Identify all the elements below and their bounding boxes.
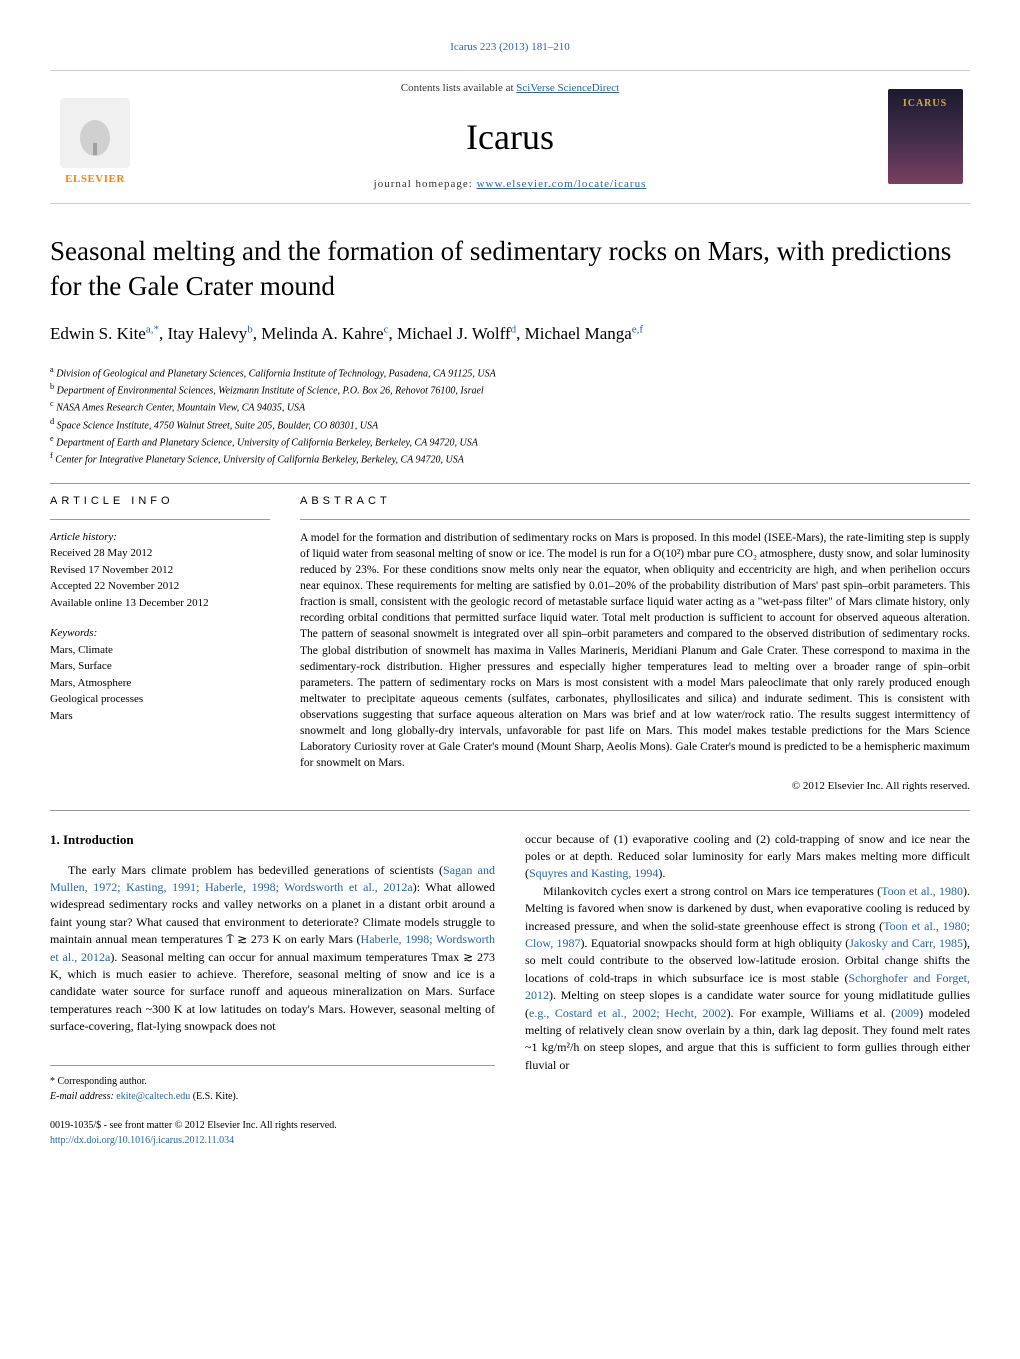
affiliations-list: a Division of Geological and Planetary S… [50,364,970,468]
intro-paragraph-2b: Milankovitch cycles exert a strong contr… [525,883,970,1074]
divider-abstract [300,519,970,520]
history-items: Received 28 May 2012Revised 17 November … [50,545,270,611]
column-left: 1. Introduction The early Mars climate p… [50,831,495,1149]
intro-paragraph-1: The early Mars climate problem has bedev… [50,862,495,1036]
intro-paragraph-2a: occur because of (1) evaporative cooling… [525,831,970,883]
article-info-block: ARTICLE INFO Article history: Received 2… [50,494,270,795]
journal-name: Icarus [140,112,880,162]
article-title: Seasonal melting and the formation of se… [50,234,970,304]
divider-top [50,483,970,484]
info-abstract-row: ARTICLE INFO Article history: Received 2… [50,494,970,795]
header-citation: Icarus 223 (2013) 181–210 [50,40,970,55]
history-item: Revised 17 November 2012 [50,562,270,579]
email-author-name: (E.S. Kite). [190,1091,238,1102]
cover-title: ICARUS [903,97,947,111]
article-info-header: ARTICLE INFO [50,494,270,509]
copyright-line: © 2012 Elsevier Inc. All rights reserved… [300,779,970,794]
footer-bottom: 0019-1035/$ - see front matter © 2012 El… [50,1119,495,1148]
divider-bottom [50,810,970,811]
email-link[interactable]: ekite@caltech.edu [116,1091,190,1102]
abstract-text: A model for the formation and distributi… [300,530,970,771]
elsevier-tree-icon [60,98,130,168]
email-label: E-mail address: [50,1091,116,1102]
section-1-title: 1. Introduction [50,831,495,850]
history-item: Accepted 22 November 2012 [50,578,270,595]
publisher-logo-block: ELSEVIER [50,87,140,187]
journal-banner: ELSEVIER Contents lists available at Sci… [50,70,970,203]
affiliation-item: d Space Science Institute, 4750 Walnut S… [50,416,970,433]
affiliation-item: e Department of Earth and Planetary Scie… [50,433,970,450]
homepage-line: journal homepage: www.elsevier.com/locat… [140,177,880,192]
contents-prefix: Contents lists available at [401,82,516,94]
affiliation-item: a Division of Geological and Planetary S… [50,364,970,381]
authors-list: Edwin S. Kitea,*, Itay Halevyb, Melinda … [50,322,970,346]
corresponding-author: * Corresponding author. [50,1074,495,1089]
journal-cover-block: ICARUS [880,87,970,187]
sciencedirect-link[interactable]: SciVerse ScienceDirect [516,82,619,94]
keywords-label: Keywords: [50,626,270,641]
keyword-item: Mars [50,708,270,725]
divider-info [50,519,270,520]
doi-link[interactable]: http://dx.doi.org/10.1016/j.icarus.2012.… [50,1135,234,1146]
homepage-label: journal homepage: [374,178,477,190]
column-right: occur because of (1) evaporative cooling… [525,831,970,1149]
affiliation-item: b Department of Environmental Sciences, … [50,381,970,398]
email-line: E-mail address: ekite@caltech.edu (E.S. … [50,1089,495,1104]
contents-available-line: Contents lists available at SciVerse Sci… [140,81,880,96]
keyword-item: Mars, Atmosphere [50,675,270,692]
keywords-items: Mars, ClimateMars, SurfaceMars, Atmosphe… [50,642,270,725]
publisher-name: ELSEVIER [65,172,125,187]
banner-center: Contents lists available at SciVerse Sci… [140,81,880,192]
footer-notes: * Corresponding author. E-mail address: … [50,1065,495,1104]
affiliation-item: c NASA Ames Research Center, Mountain Vi… [50,398,970,415]
keyword-item: Mars, Surface [50,658,270,675]
keyword-item: Geological processes [50,691,270,708]
keyword-item: Mars, Climate [50,642,270,659]
homepage-link[interactable]: www.elsevier.com/locate/icarus [477,178,647,190]
abstract-block: ABSTRACT A model for the formation and d… [300,494,970,795]
issn-line: 0019-1035/$ - see front matter © 2012 El… [50,1119,495,1134]
history-label: Article history: [50,530,270,545]
abstract-header: ABSTRACT [300,494,970,509]
main-two-column: 1. Introduction The early Mars climate p… [50,831,970,1149]
journal-cover-image: ICARUS [888,89,963,184]
affiliation-item: f Center for Integrative Planetary Scien… [50,450,970,467]
history-item: Received 28 May 2012 [50,545,270,562]
history-item: Available online 13 December 2012 [50,595,270,612]
